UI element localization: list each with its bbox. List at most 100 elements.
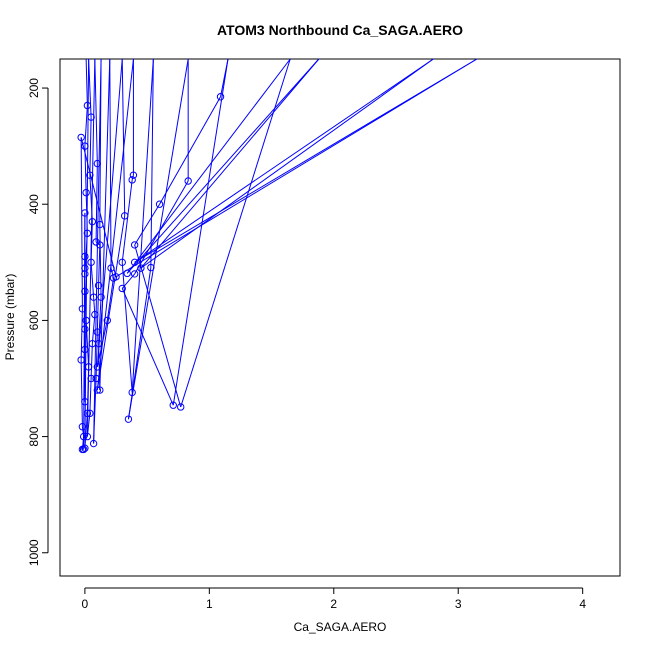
- x-axis: 0 1 2 3 4: [82, 587, 586, 611]
- y-axis: 200 400 600 800 1000: [27, 78, 49, 566]
- series-segment: [134, 203, 160, 246]
- x-tick-label: 1: [206, 597, 213, 611]
- series-segment: [109, 58, 112, 269]
- series-segment: [88, 58, 92, 118]
- series-segment: [94, 58, 98, 164]
- data-point: [216, 93, 225, 101]
- data-point: [121, 212, 129, 220]
- data-point: [83, 409, 92, 418]
- plot-frame: [59, 58, 621, 577]
- series-segment: [84, 105, 88, 147]
- series-segment: [98, 244, 101, 286]
- series-segment: [159, 96, 221, 205]
- data-point: [93, 386, 102, 394]
- data-point: [86, 171, 94, 179]
- series-segment: [86, 58, 96, 437]
- data-point: [118, 284, 126, 293]
- data-point: [81, 252, 89, 261]
- series-segment: [131, 175, 134, 180]
- data-point: [79, 432, 88, 441]
- series-segment: [220, 58, 229, 97]
- series-segment: [80, 359, 83, 427]
- data-point: [84, 363, 93, 371]
- series-segment: [96, 215, 126, 391]
- series-segment: [96, 58, 123, 367]
- series-segment: [99, 58, 111, 391]
- data-point: [94, 281, 103, 290]
- data-point: [91, 310, 99, 319]
- data-point: [147, 263, 155, 272]
- data-point: [103, 316, 111, 325]
- data-point: [130, 270, 139, 278]
- series-segment: [96, 285, 100, 333]
- data-point: [93, 328, 102, 336]
- data-point: [81, 142, 89, 150]
- data-point: [96, 220, 104, 229]
- data-point: [83, 229, 92, 237]
- y-tick-label: 800: [27, 426, 41, 446]
- data-point: [87, 258, 95, 267]
- series-segment: [134, 58, 434, 263]
- y-tick-label: 600: [27, 310, 41, 330]
- data-point: [129, 171, 138, 179]
- data-point: [83, 432, 92, 441]
- series-points: [77, 93, 225, 454]
- data-point: [81, 209, 89, 217]
- series-segment: [80, 137, 117, 277]
- data-point: [86, 409, 94, 418]
- data-point: [123, 269, 131, 278]
- data-point: [82, 188, 90, 197]
- series-segment: [89, 117, 92, 176]
- data-point: [124, 415, 133, 423]
- x-tick-label: 2: [330, 597, 337, 611]
- series-segment: [96, 58, 134, 391]
- data-point: [82, 316, 90, 325]
- series-segment: [93, 58, 102, 444]
- data-point: [137, 264, 145, 272]
- data-point: [87, 113, 95, 121]
- data-point: [130, 258, 139, 267]
- y-axis-label: Pressure (mbar): [3, 274, 17, 361]
- data-point: [77, 133, 85, 142]
- data-point: [155, 200, 164, 208]
- series-segment: [121, 262, 133, 393]
- data-point: [92, 374, 100, 383]
- series-segment: [126, 58, 320, 274]
- series-lines: [80, 58, 478, 450]
- series-segment: [106, 277, 115, 321]
- series-segment: [121, 58, 126, 216]
- y-tick-label: 400: [27, 194, 41, 214]
- data-point: [107, 264, 115, 272]
- data-point: [88, 217, 97, 226]
- series-segment: [180, 58, 291, 408]
- series-segment: [121, 179, 133, 263]
- series-segment: [95, 163, 98, 242]
- series-segment: [89, 378, 92, 414]
- series-segment: [99, 224, 102, 298]
- x-tick-label: 3: [455, 597, 462, 611]
- data-point: [83, 101, 92, 110]
- data-point: [81, 264, 89, 272]
- data-point: [96, 241, 104, 249]
- data-point: [97, 293, 105, 301]
- data-point: [118, 258, 126, 267]
- series-segment: [140, 58, 434, 269]
- data-point: [177, 403, 185, 411]
- series-segment: [115, 58, 478, 278]
- series-segment: [134, 180, 189, 275]
- data-point: [81, 270, 89, 278]
- y-tick-label: 200: [27, 78, 41, 98]
- series-segment: [85, 320, 90, 367]
- data-point: [81, 345, 89, 354]
- series-segment: [80, 308, 83, 360]
- data-point: [77, 356, 85, 364]
- series-segment: [134, 244, 182, 408]
- chart-title: ATOM3 Northbound Ca_SAGA.AERO: [217, 22, 463, 38]
- series-segment: [90, 343, 93, 379]
- series-segment: [121, 288, 174, 406]
- series-segment: [99, 58, 102, 225]
- x-tick-label: 0: [82, 597, 89, 611]
- data-point: [128, 176, 136, 184]
